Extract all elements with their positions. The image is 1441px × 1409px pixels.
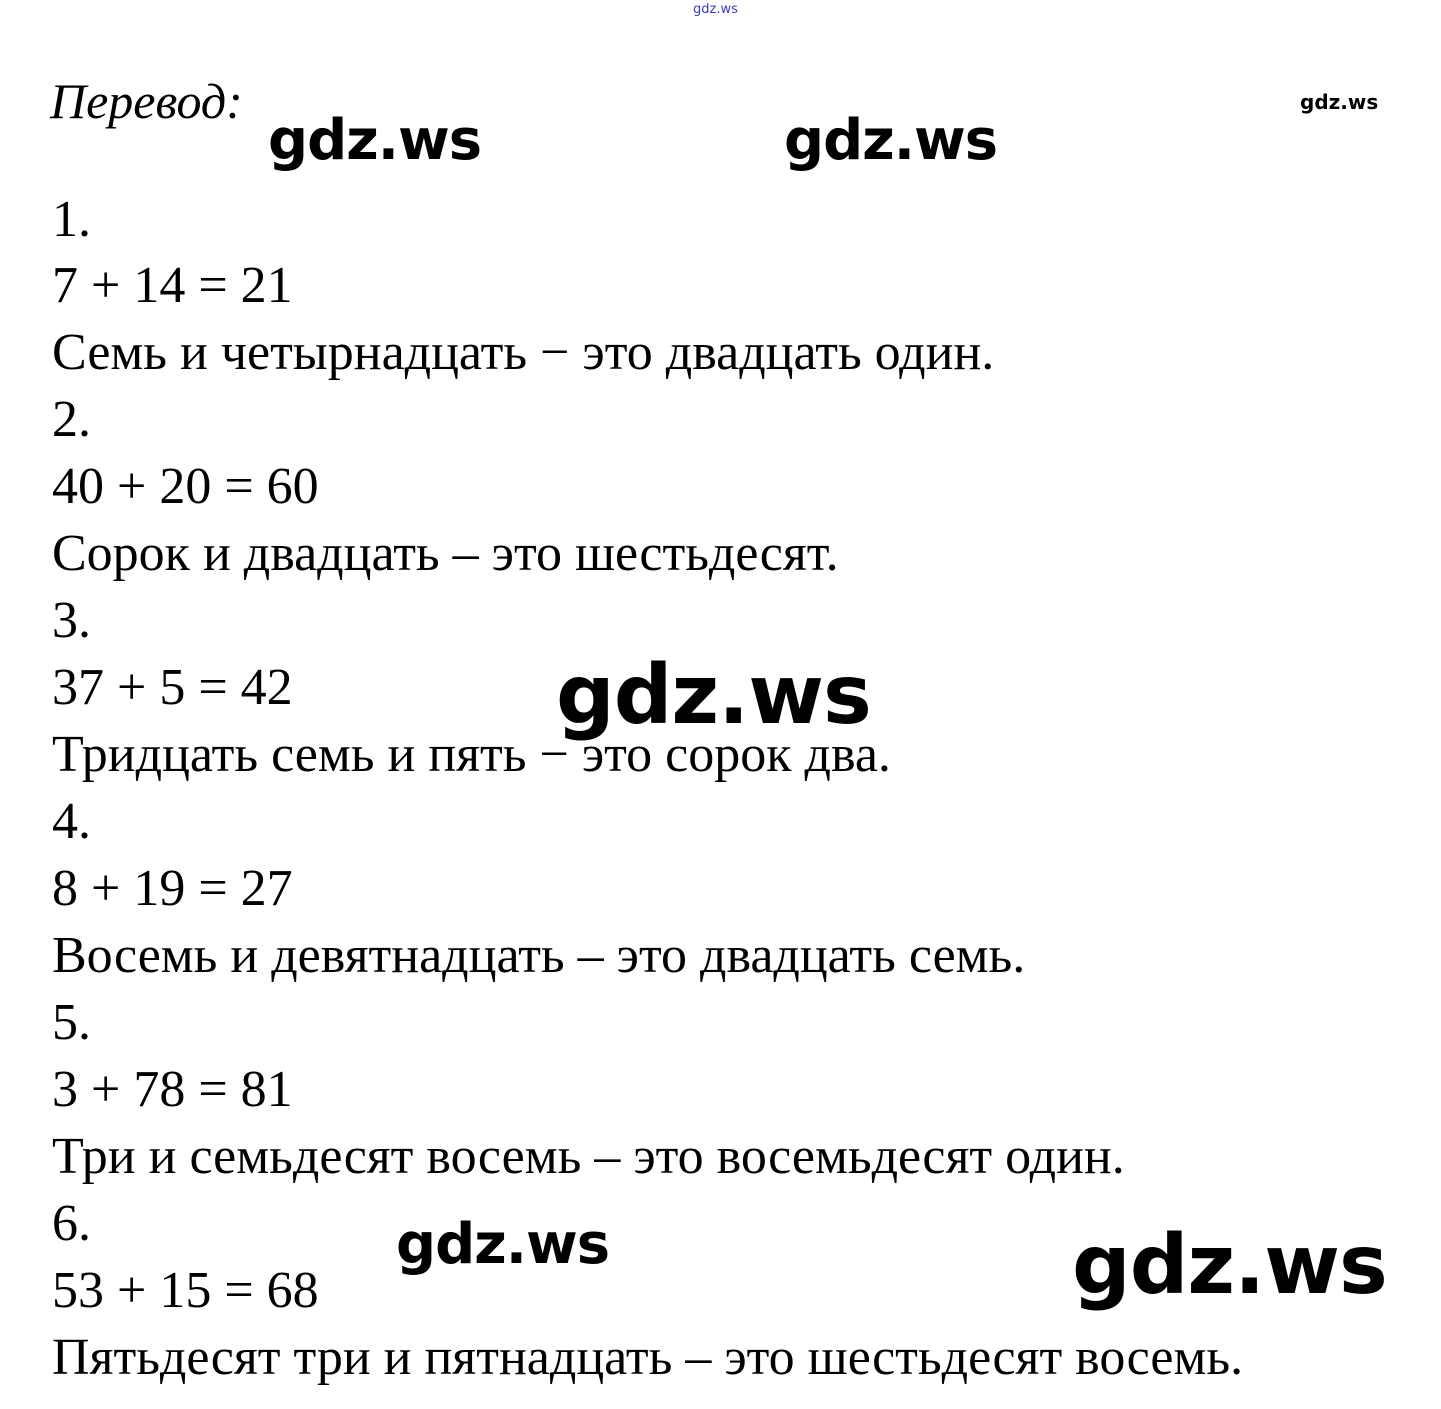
watermark: gdz.ws: [784, 108, 998, 173]
item-number: 3.: [52, 592, 91, 649]
item-text: Пятьдесят три и пятнадцать – это шестьде…: [52, 1329, 1244, 1386]
item-equation: 3 + 78 = 81: [52, 1061, 293, 1118]
item-number: 5.: [52, 994, 91, 1051]
item-number: 6.: [52, 1195, 91, 1252]
item-equation: 7 + 14 = 21: [52, 257, 293, 314]
watermark-large: gdz.ws: [1072, 1218, 1388, 1313]
watermark-small: gdz.ws: [1300, 90, 1379, 114]
item-number: 2.: [52, 391, 91, 448]
watermark-large: gdz.ws: [556, 648, 872, 743]
item-equation: 53 + 15 = 68: [52, 1262, 319, 1319]
watermark-top: gdz.ws: [693, 2, 738, 17]
item-text: Восемь и девятнадцать – это двадцать сем…: [52, 927, 1026, 984]
item-text: Сорок и двадцать – это шестьдесят.: [52, 525, 839, 582]
watermark: gdz.ws: [268, 108, 482, 173]
item-equation: 40 + 20 = 60: [52, 458, 319, 515]
document-title: Перевод:: [50, 73, 243, 129]
item-text: Семь и четырнадцать − это двадцать один.: [52, 324, 995, 381]
item-number: 1.: [52, 191, 91, 248]
item-equation: 8 + 19 = 27: [52, 860, 293, 917]
item-number: 4.: [52, 793, 91, 850]
item-equation: 37 + 5 = 42: [52, 659, 293, 716]
item-text: Три и семьдесят восемь – это восемьдесят…: [52, 1128, 1125, 1185]
item-text: Тридцать семь и пять − это сорок два.: [52, 726, 891, 783]
watermark: gdz.ws: [396, 1212, 610, 1277]
